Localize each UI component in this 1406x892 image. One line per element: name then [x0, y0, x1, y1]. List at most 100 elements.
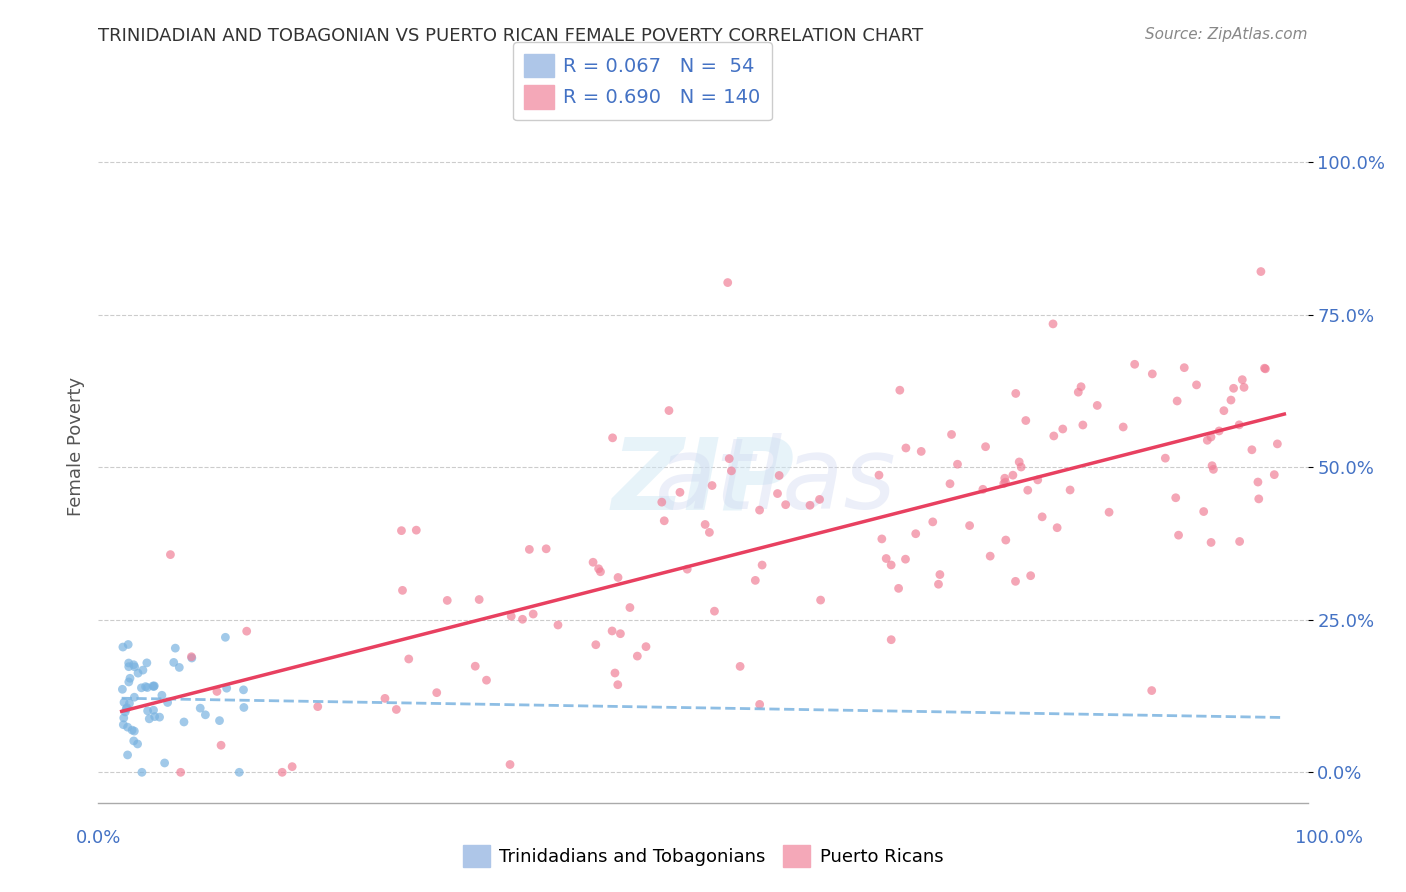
Point: [1173, 360, 1195, 375]
Point: [148, 710, 170, 724]
Point: [522, 607, 544, 621]
Point: [748, 503, 770, 517]
Point: [1212, 403, 1234, 417]
Point: [112, 695, 135, 709]
Point: [1042, 317, 1064, 331]
Point: [122, 657, 145, 672]
Point: [1071, 417, 1094, 432]
Point: [744, 574, 766, 588]
Point: [974, 440, 997, 454]
Point: [112, 711, 135, 725]
Point: [232, 682, 254, 697]
Point: [547, 618, 569, 632]
Point: [143, 679, 166, 693]
Point: [1197, 434, 1219, 448]
Point: [169, 660, 191, 674]
Point: [959, 518, 981, 533]
Point: [534, 541, 557, 556]
Point: [1004, 386, 1026, 401]
Point: [1267, 437, 1289, 451]
Point: [1240, 442, 1263, 457]
Point: [808, 492, 831, 507]
Point: [235, 624, 257, 639]
Point: [993, 476, 1015, 491]
Point: [870, 532, 893, 546]
Point: [1142, 367, 1164, 381]
Point: [150, 688, 173, 702]
Point: [946, 457, 969, 471]
Point: [121, 723, 143, 738]
Point: [1015, 413, 1038, 427]
Point: [889, 383, 911, 397]
Text: 100.0%: 100.0%: [1295, 829, 1362, 847]
Point: [142, 703, 165, 717]
Point: [1166, 394, 1188, 409]
Point: [436, 593, 458, 607]
Point: [1232, 373, 1254, 387]
Point: [118, 675, 141, 690]
Point: [173, 714, 195, 729]
Point: [111, 640, 134, 654]
Point: [1220, 393, 1243, 408]
Point: [979, 549, 1001, 563]
Point: [695, 517, 717, 532]
Point: [188, 701, 211, 715]
Point: [209, 738, 232, 752]
Point: [131, 681, 153, 695]
Point: [868, 468, 890, 483]
Point: [124, 724, 146, 739]
Legend: Trinidadians and Tobagonians, Puerto Ricans: Trinidadians and Tobagonians, Puerto Ric…: [456, 838, 950, 874]
Point: [941, 427, 963, 442]
Point: [1004, 574, 1026, 589]
Point: [718, 451, 741, 466]
Point: [589, 565, 612, 579]
Point: [426, 686, 449, 700]
Point: [994, 471, 1017, 485]
Point: [1031, 509, 1053, 524]
Point: [215, 681, 238, 696]
Point: [132, 663, 155, 677]
Point: [606, 678, 628, 692]
Point: [169, 765, 191, 780]
Point: [699, 525, 721, 540]
Point: [1192, 504, 1215, 518]
Text: TRINIDADIAN AND TOBAGONIAN VS PUERTO RICAN FEMALE POVERTY CORRELATION CHART: TRINIDADIAN AND TOBAGONIAN VS PUERTO RIC…: [98, 27, 924, 45]
Point: [904, 526, 927, 541]
Point: [880, 632, 903, 647]
Point: [1227, 417, 1250, 432]
Point: [1059, 483, 1081, 497]
Point: [775, 498, 797, 512]
Point: [519, 542, 541, 557]
Point: [768, 468, 790, 483]
Point: [676, 562, 699, 576]
Point: [728, 659, 751, 673]
Point: [1112, 420, 1135, 434]
Point: [1017, 483, 1039, 498]
Point: [1247, 491, 1270, 506]
Point: [136, 681, 159, 695]
Point: [751, 558, 773, 572]
Point: [1098, 505, 1121, 519]
Point: [609, 626, 631, 640]
Point: [1254, 361, 1277, 376]
Point: [118, 697, 141, 711]
Point: [214, 630, 236, 644]
Point: [163, 656, 186, 670]
Point: [499, 757, 522, 772]
Point: [894, 552, 917, 566]
Point: [1208, 424, 1230, 438]
Point: [307, 699, 329, 714]
Point: [700, 478, 723, 492]
Point: [131, 765, 153, 780]
Point: [117, 720, 139, 734]
Point: [165, 641, 187, 656]
Point: [1123, 357, 1146, 371]
Point: [281, 759, 304, 773]
Point: [127, 666, 149, 681]
Point: [127, 737, 149, 751]
Point: [134, 680, 156, 694]
Point: [927, 577, 949, 591]
Point: [468, 592, 491, 607]
Point: [398, 652, 420, 666]
Point: [180, 651, 202, 665]
